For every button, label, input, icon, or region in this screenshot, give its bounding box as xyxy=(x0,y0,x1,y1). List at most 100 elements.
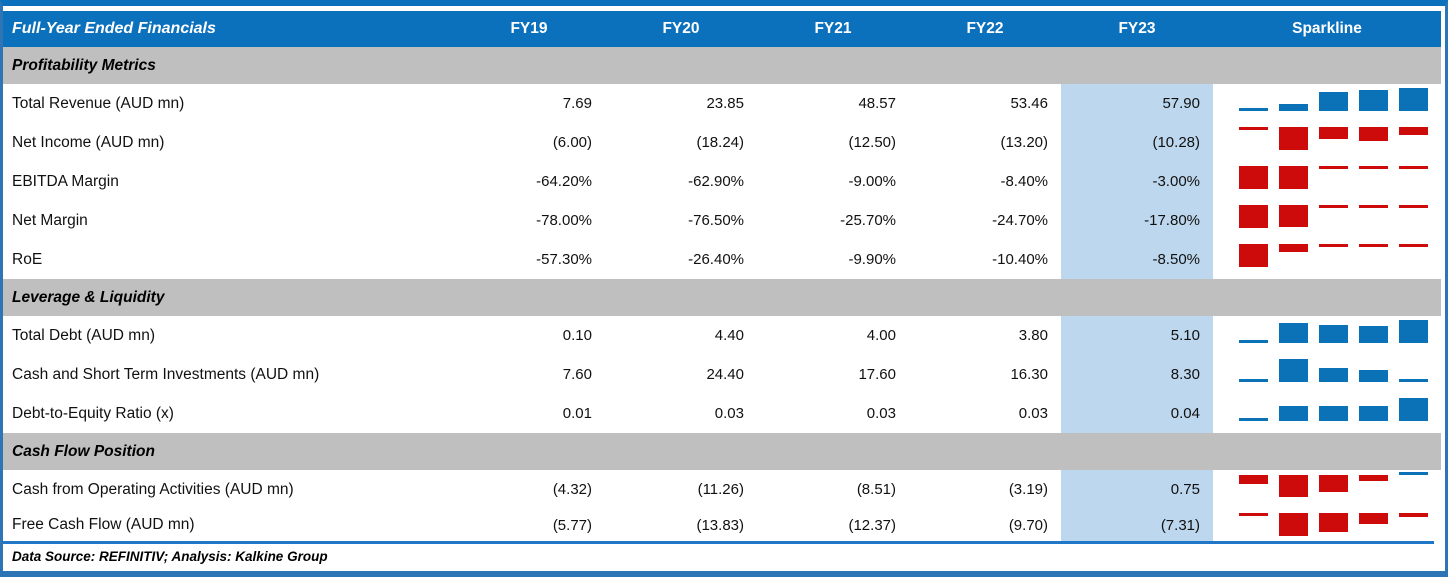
spark-bar xyxy=(1239,88,1268,118)
footer-divider xyxy=(3,541,1434,544)
cell-fy23: 57.90 xyxy=(1061,84,1213,123)
spark-bar xyxy=(1399,88,1428,118)
table-row: Total Debt (AUD mn) 0.10 4.40 4.00 3.80 5.10 xyxy=(3,316,1441,355)
spark-bar xyxy=(1279,474,1308,504)
column-header-fy22: FY22 xyxy=(966,20,1004,37)
spark-bar xyxy=(1359,398,1388,428)
cell-fy20: -76.50% xyxy=(688,212,744,229)
cell-fy19: 7.69 xyxy=(562,95,592,112)
spark-bar xyxy=(1399,127,1428,157)
cell-fy22: 3.80 xyxy=(1018,327,1048,344)
row-label: Net Margin xyxy=(12,211,88,229)
cell-fy21: 4.00 xyxy=(866,327,896,344)
row-label: Total Revenue (AUD mn) xyxy=(12,94,185,112)
sparkline xyxy=(1213,355,1441,394)
spark-bar xyxy=(1399,205,1428,235)
section-title: Leverage & Liquidity xyxy=(12,288,165,306)
cell-fy20: 0.03 xyxy=(714,405,744,422)
row-label: Cash and Short Term Investments (AUD mn) xyxy=(12,365,320,383)
spark-bar xyxy=(1319,320,1348,350)
cell-fy19: (5.77) xyxy=(552,516,592,534)
spark-bar xyxy=(1319,88,1348,118)
column-header-fy21: FY21 xyxy=(814,20,852,37)
cell-fy19: -78.00% xyxy=(536,212,592,229)
sparkline xyxy=(1213,84,1441,123)
table-body: Profitability Metrics Total Revenue (AUD … xyxy=(3,47,1441,541)
sparkline xyxy=(1213,509,1441,541)
cell-fy19: (6.00) xyxy=(552,134,592,151)
spark-bar xyxy=(1239,359,1268,389)
cell-fy23: 5.10 xyxy=(1061,316,1213,355)
table-row: Net Margin -78.00% -76.50% -25.70% -24.70% -1… xyxy=(3,201,1441,240)
cell-fy21: 48.57 xyxy=(858,95,896,112)
cell-fy23: (10.28) xyxy=(1061,123,1213,162)
spark-bar xyxy=(1319,244,1348,274)
spark-bar xyxy=(1399,472,1428,504)
cell-fy19: (4.32) xyxy=(552,481,592,498)
spark-bar xyxy=(1399,359,1428,389)
cell-fy21: (12.37) xyxy=(848,516,896,534)
table-row: RoE -57.30% -26.40% -9.90% -10.40% -8.50% xyxy=(3,240,1441,279)
cell-fy22: -10.40% xyxy=(992,251,1048,268)
spark-bar xyxy=(1279,359,1308,389)
cell-fy22: (9.70) xyxy=(1008,516,1048,534)
column-header-fy23: FY23 xyxy=(1118,20,1156,37)
spark-bar xyxy=(1359,88,1388,118)
spark-bar xyxy=(1239,513,1268,536)
spark-bar xyxy=(1359,513,1388,536)
spark-bar xyxy=(1279,513,1308,536)
spark-bar xyxy=(1319,166,1348,196)
cell-fy23: (7.31) xyxy=(1061,509,1213,541)
cell-fy19: 7.60 xyxy=(562,366,592,383)
cell-fy19: 0.01 xyxy=(562,405,592,422)
cell-fy20: -26.40% xyxy=(688,251,744,268)
spark-bar xyxy=(1319,474,1348,504)
row-label: Debt-to-Equity Ratio (x) xyxy=(12,404,174,422)
table-row: Net Income (AUD mn) (6.00) (18.24) (12.50) (… xyxy=(3,123,1441,162)
cell-fy23: -17.80% xyxy=(1061,201,1213,240)
spark-bar xyxy=(1359,205,1388,235)
cell-fy21: -25.70% xyxy=(840,212,896,229)
cell-fy22: (3.19) xyxy=(1008,481,1048,498)
cell-fy21: 17.60 xyxy=(858,366,896,383)
data-source-note: Data Source: REFINITIV; Analysis: Kalkin… xyxy=(12,549,328,564)
cell-fy22: 16.30 xyxy=(1010,366,1048,383)
column-header-sparkline: Sparkline xyxy=(1292,20,1362,37)
column-header-fy19: FY19 xyxy=(510,20,548,37)
table-row: Free Cash Flow (AUD mn) (5.77) (13.83) (12.… xyxy=(3,509,1441,541)
section-title: Profitability Metrics xyxy=(12,56,156,74)
row-label: RoE xyxy=(12,250,43,268)
spark-bar xyxy=(1319,398,1348,428)
cell-fy20: (18.24) xyxy=(696,134,744,151)
sparkline xyxy=(1213,162,1441,201)
spark-bar xyxy=(1399,166,1428,196)
spark-bar xyxy=(1239,166,1268,196)
cell-fy20: -62.90% xyxy=(688,173,744,190)
cell-fy20: 24.40 xyxy=(706,366,744,383)
cell-fy20: (13.83) xyxy=(696,516,744,534)
spark-bar xyxy=(1399,244,1428,274)
cell-fy21: (8.51) xyxy=(856,481,896,498)
cell-fy23: 0.04 xyxy=(1061,394,1213,433)
spark-bar xyxy=(1319,205,1348,235)
row-label: Net Income (AUD mn) xyxy=(12,133,165,151)
spark-bar xyxy=(1359,127,1388,157)
spark-bar xyxy=(1239,320,1268,350)
cell-fy21: (12.50) xyxy=(848,134,896,151)
table-title: Full-Year Ended Financials xyxy=(12,20,216,37)
cell-fy19: -57.30% xyxy=(536,251,592,268)
cell-fy23: 8.30 xyxy=(1061,355,1213,394)
cell-fy21: 0.03 xyxy=(866,405,896,422)
cell-fy23: -3.00% xyxy=(1061,162,1213,201)
sparkline xyxy=(1213,123,1441,162)
spark-bar xyxy=(1239,205,1268,235)
spark-bar xyxy=(1359,320,1388,350)
spark-bar xyxy=(1399,513,1428,536)
cell-fy22: 0.03 xyxy=(1018,405,1048,422)
cell-fy21: -9.00% xyxy=(848,173,896,190)
table-row: Debt-to-Equity Ratio (x) 0.01 0.03 0.03 0.03… xyxy=(3,394,1441,433)
cell-fy22: -8.40% xyxy=(1000,173,1048,190)
sparkline xyxy=(1213,394,1441,433)
row-label: Free Cash Flow (AUD mn) xyxy=(12,516,195,533)
spark-bar xyxy=(1319,513,1348,536)
